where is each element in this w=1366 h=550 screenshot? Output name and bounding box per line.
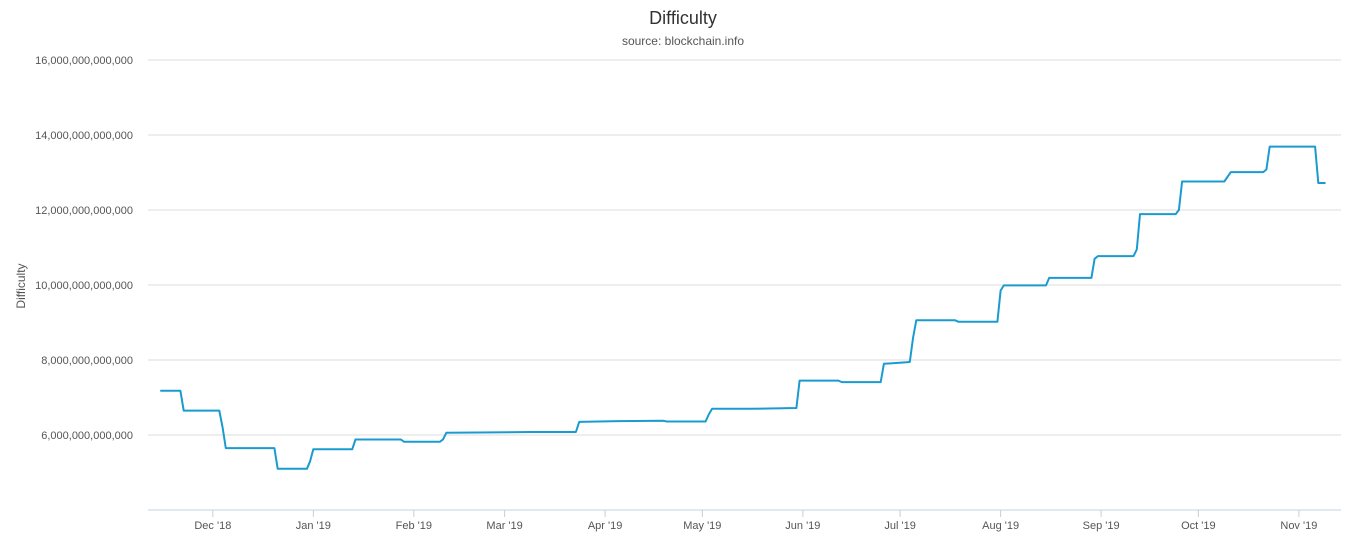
y-tick-label: 8,000,000,000,000 — [41, 355, 133, 367]
x-tick-label: Aug '19 — [982, 520, 1019, 532]
series-group — [160, 145, 1326, 470]
x-tick-label: Apr '19 — [588, 520, 623, 532]
y-axis-title: Difficulty — [14, 263, 28, 308]
difficulty-series-line — [160, 145, 1326, 470]
x-tick-label: Jul '19 — [884, 520, 915, 532]
y-tick-label: 10,000,000,000,000 — [35, 280, 133, 292]
grid-lines — [148, 59, 1341, 436]
y-tick-label: 12,000,000,000,000 — [35, 205, 133, 217]
x-tick-label: Feb '19 — [396, 520, 432, 532]
x-tick-label: Jun '19 — [785, 520, 820, 532]
chart-subtitle: source: blockchain.info — [622, 34, 744, 48]
chart-title: Difficulty — [649, 8, 717, 28]
y-tick-label: 14,000,000,000,000 — [35, 130, 133, 142]
x-tick-label: Mar '19 — [486, 520, 522, 532]
y-tick-label: 16,000,000,000,000 — [35, 55, 133, 67]
x-tick-label: Oct '19 — [1181, 520, 1216, 532]
x-tick-label: Sep '19 — [1083, 520, 1120, 532]
x-tick-label: May '19 — [683, 520, 721, 532]
y-axis-ticks: 6,000,000,000,000 8,000,000,000,000 10,000… — [35, 55, 133, 442]
x-tick-label: Dec '18 — [194, 520, 231, 532]
x-tick-label: Jan '19 — [296, 520, 331, 532]
x-tick-label: Nov '19 — [1280, 520, 1317, 532]
x-axis-ticks: Dec '18 Jan '19 Feb '19 Mar '19 Apr '19 May '… — [194, 510, 1317, 532]
y-tick-label: 6,000,000,000,000 — [41, 430, 133, 442]
